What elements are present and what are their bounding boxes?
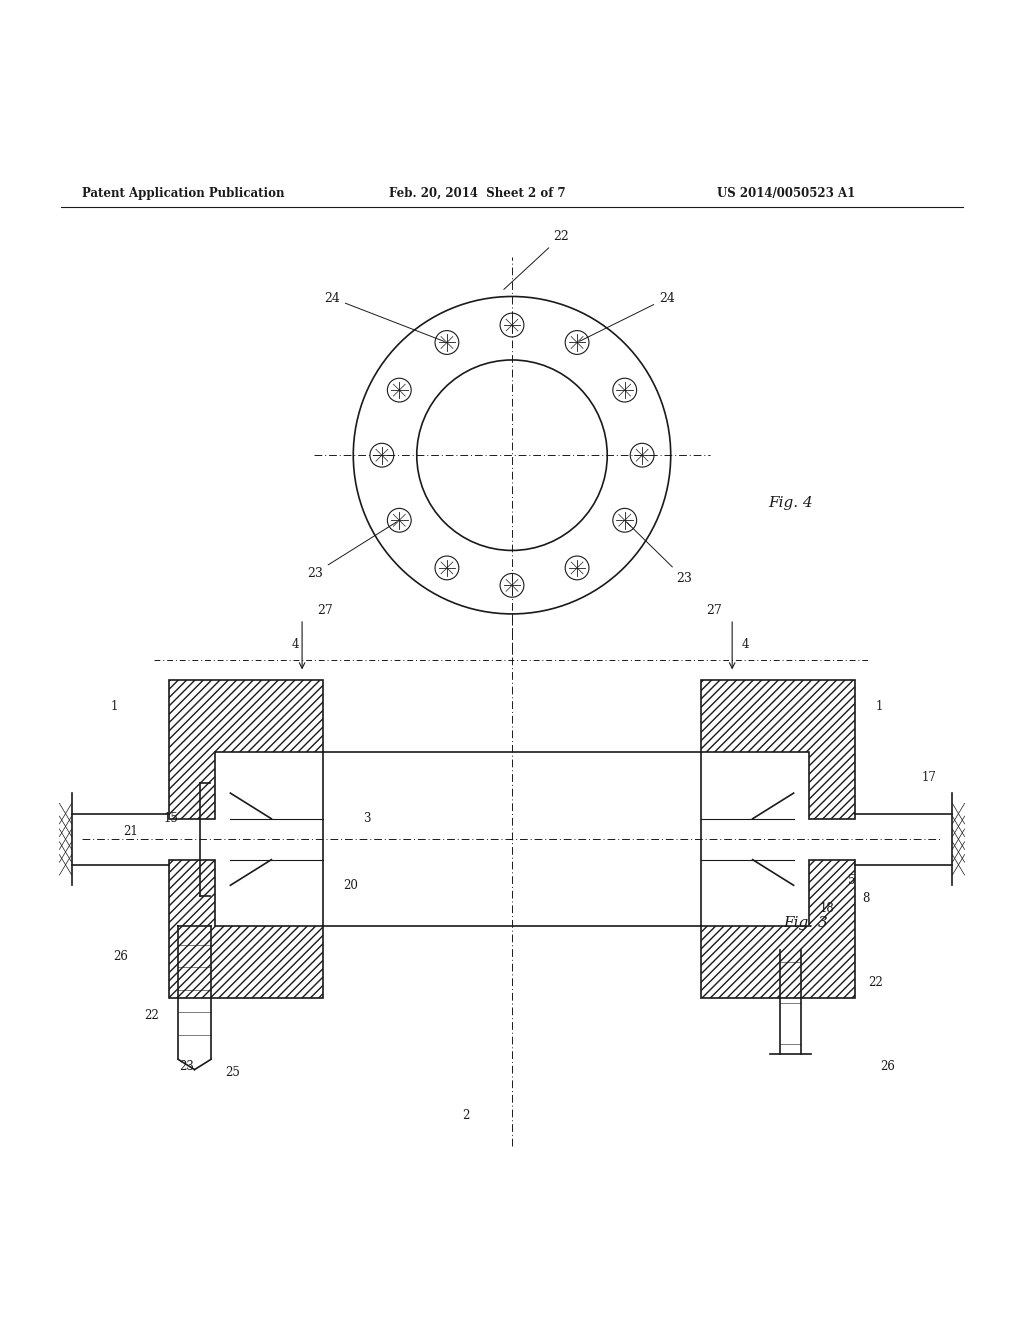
Text: 22: 22 [504,230,568,289]
Text: 18: 18 [819,903,834,915]
Text: 5: 5 [848,874,855,887]
Text: US 2014/0050523 A1: US 2014/0050523 A1 [717,187,855,199]
Polygon shape [701,859,855,998]
Text: Feb. 20, 2014  Sheet 2 of 7: Feb. 20, 2014 Sheet 2 of 7 [389,187,565,199]
Text: 23: 23 [307,521,397,579]
Text: 26: 26 [113,950,128,964]
Text: 8: 8 [862,892,869,906]
Text: 24: 24 [324,292,444,342]
Text: 20: 20 [343,879,358,892]
Polygon shape [701,681,855,818]
Polygon shape [169,859,323,998]
Text: 23: 23 [179,1060,195,1073]
Text: 27: 27 [707,605,722,616]
Text: Fig. 4: Fig. 4 [768,496,813,510]
Text: 25: 25 [225,1067,241,1080]
Text: 3: 3 [364,812,371,825]
Text: 1: 1 [111,700,118,713]
Polygon shape [169,681,323,818]
Text: 2: 2 [462,1109,470,1122]
Text: 17: 17 [922,771,937,784]
Text: Fig. 3: Fig. 3 [783,916,828,931]
Text: 1: 1 [876,700,883,713]
Text: 24: 24 [580,292,675,342]
Text: 21: 21 [124,825,138,837]
Text: 26: 26 [881,1060,896,1073]
Text: 27: 27 [317,605,333,616]
Text: 4: 4 [741,638,750,651]
Text: 15: 15 [164,812,179,825]
Text: Patent Application Publication: Patent Application Publication [82,187,285,199]
Text: 4: 4 [291,638,299,651]
Text: 23: 23 [627,523,692,585]
Text: 22: 22 [868,975,883,989]
Text: 22: 22 [144,1008,159,1022]
